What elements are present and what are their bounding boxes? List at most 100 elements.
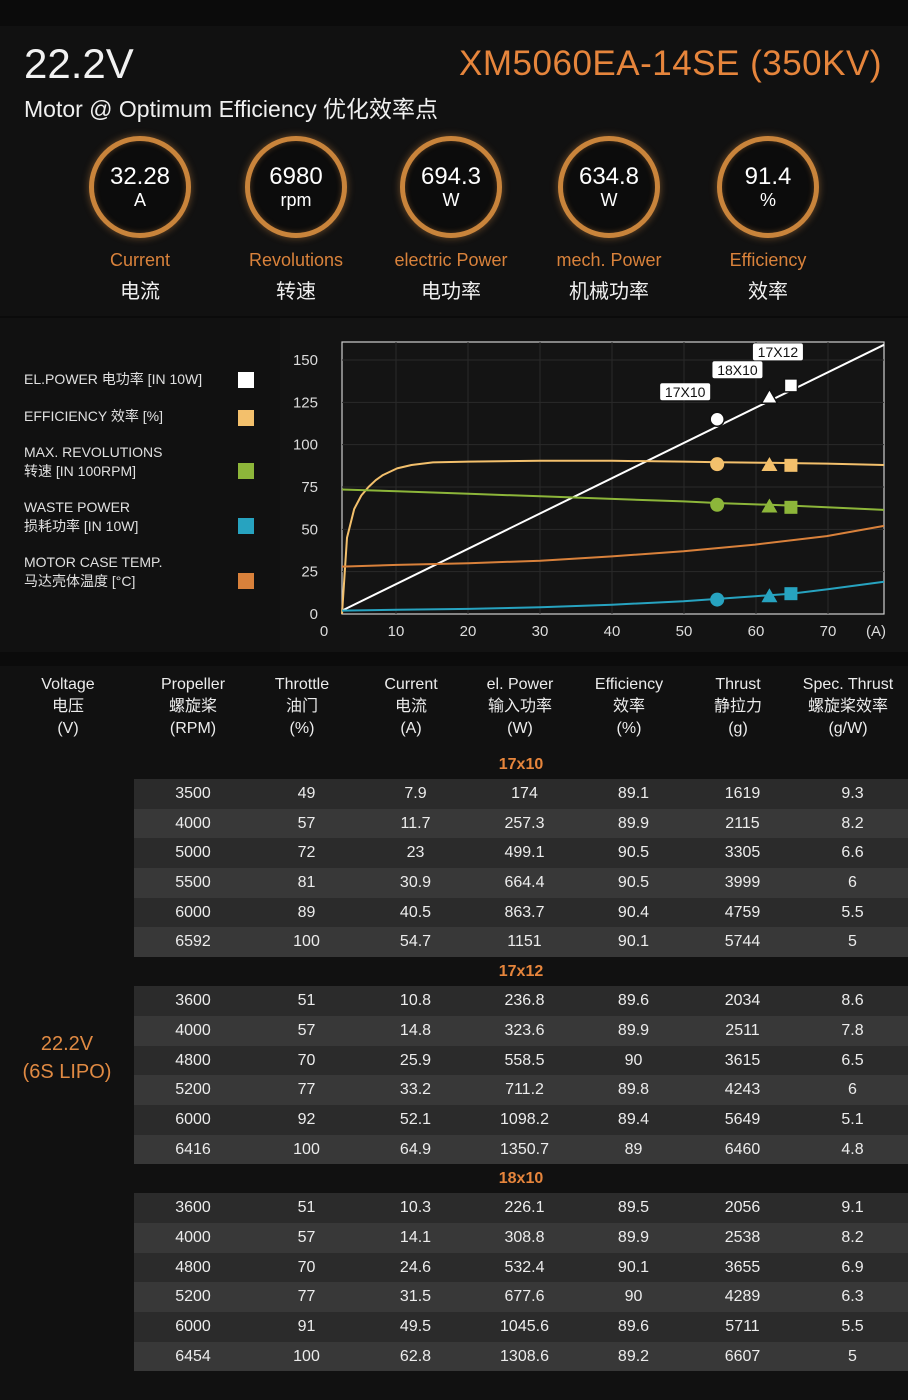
table-cell: 1098.2: [500, 1110, 549, 1128]
table-cell: 89: [297, 903, 316, 921]
table-cell: 3500: [175, 785, 211, 802]
y-tick-label: 50: [301, 521, 318, 538]
metric-label-en: Revolutions: [248, 250, 344, 270]
x-tick-label: 60: [748, 623, 765, 640]
marker-label-bg: [712, 361, 763, 379]
column-header-en: el. Power: [486, 676, 554, 693]
table-cell: 8.2: [841, 1228, 864, 1246]
legend-label-line1: MOTOR CASE TEMP.: [24, 554, 163, 570]
column-header-spec-thrust: Spec. Thrust 螺旋桨效率 (g/W): [790, 674, 906, 740]
marker-point: [784, 587, 798, 601]
table-cell: 77: [297, 1288, 316, 1306]
table-row: 6000 92 52.1 1098.2 89.4 5649 5.1: [134, 1104, 908, 1135]
table-cell: 49.5: [399, 1318, 432, 1335]
marker-point: [784, 500, 798, 514]
table-cell: 6460: [724, 1140, 761, 1158]
marker-point: [710, 592, 725, 607]
metric-efficiency: 91.4 % Efficiency 效率: [688, 136, 848, 304]
table-cell: 5200: [175, 1288, 211, 1306]
table-cell: 5: [848, 933, 857, 951]
column-header-unit: (RPM): [169, 720, 217, 737]
column-header-unit: (g): [728, 720, 748, 737]
marker-point: [709, 411, 725, 428]
table-cell: 90.5: [617, 874, 650, 892]
metric-unit: W: [442, 190, 460, 210]
table-cell: 7.9: [404, 785, 427, 802]
legend-label-line1: WASTE POWER: [24, 499, 131, 515]
table-cell: 30.9: [399, 874, 432, 892]
table-row: 4000 57 11.7 257.3 89.9 2115 8.2: [134, 808, 908, 839]
table-cell: 5744: [724, 933, 761, 951]
table-cell: 2115: [725, 814, 760, 832]
table-row: 6000 91 49.5 1045.6 89.6 5711 5.5: [134, 1312, 908, 1342]
table-row: 4800 70 24.6 532.4 90.1 3655 6.9: [134, 1252, 908, 1283]
table-cell: 89.9: [617, 1228, 650, 1246]
table-cell: 4000: [175, 1228, 211, 1246]
table-cell: 57: [297, 1228, 316, 1246]
metric-value: 32.28: [109, 163, 171, 190]
column-header-voltage: Voltage 电压 (V): [8, 674, 128, 740]
voltage-cell: 22.2V (6S LIPO): [0, 1030, 134, 1086]
table-cell: 54.7: [399, 933, 432, 951]
legend-label-line2: 马达壳体温度 [°C]: [24, 573, 136, 589]
column-header-unit: (V): [57, 720, 79, 737]
metric-label-cn: 机械功率: [569, 281, 649, 303]
metric-ring: 6980 rpm: [245, 136, 347, 238]
table-cell: 23: [406, 844, 425, 862]
table-cell: 3655: [724, 1258, 761, 1276]
table-cell: 11.7: [400, 814, 431, 832]
table-cell: 33.2: [399, 1081, 432, 1099]
motor-subtitle: Motor @ Optimum Efficiency 优化效率点: [24, 96, 438, 122]
table-cell: 77: [297, 1081, 316, 1099]
table-cell: 90: [624, 1288, 643, 1306]
table-cell: 90.5: [617, 844, 650, 862]
marker-label-bg: [752, 343, 803, 361]
table-cell: 4000: [175, 1021, 211, 1039]
column-header-cn: 静拉力: [713, 698, 762, 715]
table-row: 3500 49 7.9 174 89.1 1619 9.3: [134, 779, 908, 809]
table-row: 5000 72 23 499.1 90.5 3305 6.6: [134, 838, 908, 869]
metric-revolutions: 6980 rpm Revolutions 转速: [216, 136, 376, 304]
column-header-cn: 油门: [285, 698, 318, 715]
table-cell: 89.5: [617, 1199, 650, 1217]
marker-label-bg: [660, 383, 711, 401]
table-cell: 1308.6: [500, 1347, 549, 1365]
table-cell: 5711: [725, 1318, 760, 1335]
table-cell: 89.6: [617, 1318, 650, 1335]
table-cell: 7.8: [841, 1021, 864, 1039]
table-cell: 100: [293, 1140, 320, 1158]
performance-table: Voltage 电压 (V) Propeller 螺旋桨 (RPM) Throt…: [0, 666, 908, 1400]
column-header-en: Propeller: [160, 676, 226, 693]
table-cell: 14.1: [399, 1228, 432, 1246]
column-header-unit: (%): [616, 720, 642, 737]
table-cell: 4243: [724, 1081, 761, 1099]
table-cell: 24.6: [399, 1258, 432, 1276]
table-cell: 3305: [724, 844, 761, 862]
table-cell: 6: [848, 1081, 857, 1099]
metric-label-cn: 电流: [120, 281, 160, 303]
marker-point: [761, 498, 778, 513]
table-cell: 174: [511, 785, 538, 802]
column-header-cn: 效率: [612, 698, 645, 715]
table-row: 4000 57 14.8 323.6 89.9 2511 7.8: [134, 1015, 908, 1046]
metric-ring: 694.3 W: [400, 136, 502, 238]
metric-unit: %: [759, 190, 776, 210]
table-cell: 100: [293, 933, 320, 951]
x-tick-label: 70: [820, 623, 837, 640]
column-header-thrust: Thrust 静拉力 (g): [679, 674, 797, 740]
table-body: 17x10 3500 49 7.9 174 89.1 1619 9.3 4000 57 11.7 25…: [134, 750, 908, 1372]
table-cell: 6000: [175, 903, 211, 921]
x-tick-label: 40: [604, 623, 621, 640]
table-cell: 51: [297, 992, 316, 1010]
y-tick-label: 125: [293, 394, 318, 411]
table-cell: 6607: [724, 1347, 761, 1365]
table-row: 6454 100 62.8 1308.6 89.2 6607 5: [134, 1341, 908, 1372]
marker-point: [761, 588, 778, 603]
table-cell: 5649: [724, 1110, 761, 1128]
performance-chart: 0 10 20 30 40 50 60 70 0 25 50 75 100 125 150 (A) 17X10 1…: [293, 341, 886, 640]
y-tick-label: 0: [310, 606, 318, 623]
metric-label-cn: 转速: [276, 281, 316, 303]
table-cell: 257.3: [504, 814, 545, 832]
table-cell: 3600: [175, 992, 211, 1010]
table-cell: 5: [848, 1347, 857, 1365]
